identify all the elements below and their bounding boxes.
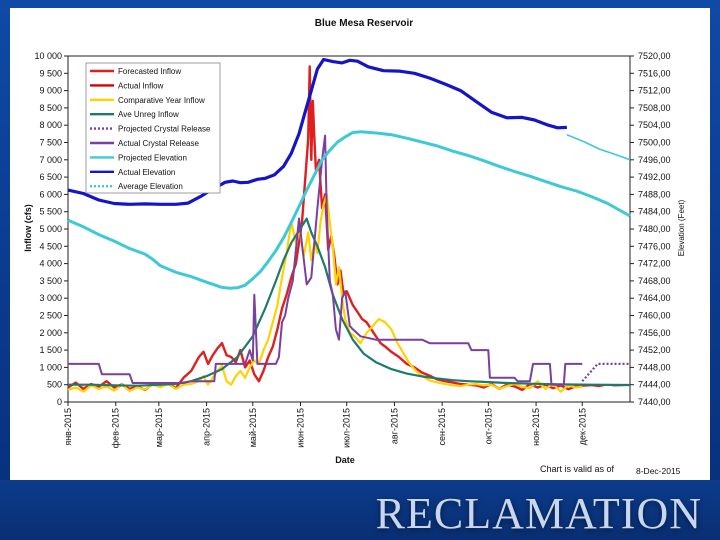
left-tick-label: 9 500	[39, 68, 62, 78]
legend-label: Actual Inflow	[118, 81, 164, 90]
left-tick-label: 8 000	[39, 120, 62, 130]
x-axis: янв-2015 фев-2015 мар-2015 апр-2015 май-2015…	[63, 402, 587, 448]
left-tick-label: 500	[47, 380, 62, 390]
series-actual-crystal-release	[68, 134, 583, 386]
left-tick-label: 7 000	[39, 155, 62, 165]
right-axis: 7440,00 7444,00 7448,00 7452,00 7456,00 7460,…	[630, 51, 671, 407]
left-tick-label: 7 500	[39, 138, 62, 148]
right-tick-label: 7456,00	[638, 328, 671, 338]
right-tick-label: 7504,00	[638, 120, 671, 130]
footer-band	[0, 480, 720, 540]
x-tick-label: дек-2015	[577, 408, 587, 445]
left-tick-label: 3 500	[39, 276, 62, 286]
series-projected-elevation	[566, 133, 631, 161]
legend-label: Ave Unreg Inflow	[118, 110, 179, 119]
x-tick-label: ноя-2015	[531, 408, 541, 446]
right-tick-label: 7440,00	[638, 397, 671, 407]
y-axis-title-right: Elevation (Feet)	[677, 199, 686, 256]
left-tick-label: 8 500	[39, 103, 62, 113]
left-tick-label: 10 000	[34, 51, 62, 61]
right-tick-label: 7484,00	[638, 207, 671, 217]
y-axis-title-left: Inflow (cfs)	[23, 204, 33, 252]
chart-title: Blue Mesa Reservoir	[315, 18, 413, 29]
x-tick-label: сен-2015	[437, 408, 447, 446]
validity-note-date: 8-Dec-2015	[636, 466, 681, 476]
series-actual-elevation	[67, 57, 567, 206]
reclamation-logo: RECLAMATION	[375, 489, 702, 538]
right-tick-label: 7516,00	[638, 68, 671, 78]
series-average-elevation	[67, 130, 631, 290]
right-tick-label: 7520,00	[638, 51, 671, 61]
right-tick-label: 7472,00	[638, 259, 671, 269]
right-tick-label: 7488,00	[638, 189, 671, 199]
x-tick-label: май-2015	[248, 408, 258, 447]
left-tick-label: 4 500	[39, 241, 62, 251]
series-layer	[67, 57, 631, 393]
legend-label: Forecasted Inflow	[118, 67, 181, 76]
legend-label: Actual Crystal Release	[118, 139, 199, 148]
left-tick-label: 4 000	[39, 259, 62, 269]
validity-note-prefix: Chart is valid as of	[540, 464, 615, 474]
x-tick-label: апр-2015	[202, 408, 212, 446]
left-tick-label: 9 000	[39, 86, 62, 96]
right-tick-label: 7444,00	[638, 380, 671, 390]
left-tick-label: 6 000	[39, 189, 62, 199]
right-tick-label: 7500,00	[638, 138, 671, 148]
x-axis-title: Date	[335, 455, 355, 465]
right-tick-label: 7480,00	[638, 224, 671, 234]
left-tick-label: 2 500	[39, 311, 62, 321]
right-tick-label: 7464,00	[638, 293, 671, 303]
x-tick-label: фев-2015	[111, 408, 121, 448]
right-tick-label: 7448,00	[638, 362, 671, 372]
right-tick-label: 7468,00	[638, 276, 671, 286]
left-axis: 0 500 1 000 1 500 2 000 2 500 3 000 3 500 4 000 4…	[34, 51, 68, 407]
x-tick-label: авг-2015	[389, 408, 399, 444]
x-tick-label: мар-2015	[154, 408, 164, 447]
left-tick-label: 1 000	[39, 362, 62, 372]
right-tick-label: 7452,00	[638, 345, 671, 355]
left-tick-label: 5 500	[39, 207, 62, 217]
left-tick-label: 5 000	[39, 224, 62, 234]
legend-label: Comparative Year Inflow	[118, 96, 205, 105]
x-tick-label: июн-2015	[295, 408, 305, 448]
x-tick-label: янв-2015	[63, 408, 73, 446]
legend-label: Average Elevation	[118, 182, 183, 191]
left-tick-label: 0	[57, 397, 62, 407]
legend-label: Projected Elevation	[118, 153, 187, 162]
right-tick-label: 7508,00	[638, 103, 671, 113]
series-comparative-year-inflow	[67, 193, 583, 393]
left-tick-label: 3 000	[39, 293, 62, 303]
x-tick-label: июл-2015	[342, 408, 352, 448]
left-tick-label: 6 500	[39, 172, 62, 182]
right-tick-label: 7476,00	[638, 241, 671, 251]
legend-label: Projected Crystal Release	[118, 125, 211, 134]
right-tick-label: 7492,00	[638, 172, 671, 182]
legend-label: Actual Elevation	[118, 168, 175, 177]
left-tick-label: 1 500	[39, 345, 62, 355]
right-tick-label: 7496,00	[638, 155, 671, 165]
right-tick-label: 7512,00	[638, 86, 671, 96]
legend: Forecasted Inflow Actual Inflow Comparativ…	[85, 62, 221, 194]
left-tick-label: 2 000	[39, 328, 62, 338]
x-tick-label: окт-2015	[483, 408, 493, 444]
right-tick-label: 7460,00	[638, 311, 671, 321]
